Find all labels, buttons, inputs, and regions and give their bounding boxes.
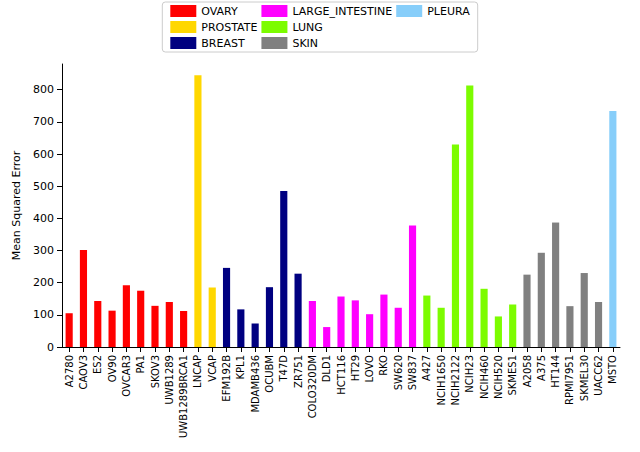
svg-text:SW620: SW620 <box>393 355 404 390</box>
svg-text:LUNG: LUNG <box>292 21 322 34</box>
svg-text:100: 100 <box>33 308 54 321</box>
svg-text:VCAP: VCAP <box>207 355 218 382</box>
svg-text:NCIH520: NCIH520 <box>493 355 504 399</box>
svg-text:SW837: SW837 <box>407 355 418 390</box>
svg-text:BREAST: BREAST <box>201 37 245 50</box>
svg-text:PROSTATE: PROSTATE <box>201 21 257 34</box>
svg-text:ES2: ES2 <box>92 355 103 374</box>
svg-text:HCT116: HCT116 <box>336 355 347 395</box>
svg-text:COLO320DM: COLO320DM <box>307 355 318 418</box>
svg-text:NCIH23: NCIH23 <box>464 355 475 393</box>
svg-text:MSTO: MSTO <box>607 355 618 384</box>
svg-text:NCIH460: NCIH460 <box>479 355 490 399</box>
svg-text:RPMI7951: RPMI7951 <box>564 355 575 405</box>
svg-text:RKO: RKO <box>378 355 389 376</box>
svg-text:A2058: A2058 <box>522 355 533 387</box>
svg-text:SKOV3: SKOV3 <box>150 355 161 388</box>
svg-text:300: 300 <box>33 244 54 257</box>
svg-text:LNCAP: LNCAP <box>192 355 203 388</box>
svg-text:SKMEL30: SKMEL30 <box>579 355 590 401</box>
svg-text:A2780: A2780 <box>64 355 75 387</box>
svg-text:EFM192B: EFM192B <box>221 355 232 402</box>
svg-text:NCIH2122: NCIH2122 <box>450 355 461 405</box>
svg-text:ZR751: ZR751 <box>293 355 304 388</box>
svg-text:OCUBM: OCUBM <box>264 355 275 393</box>
svg-text:T47D: T47D <box>278 355 289 383</box>
svg-text:PA1: PA1 <box>135 355 146 374</box>
svg-text:CAOV3: CAOV3 <box>78 355 89 390</box>
svg-text:SKIN: SKIN <box>292 37 318 50</box>
svg-text:NCIH1650: NCIH1650 <box>436 355 447 405</box>
svg-text:OV90: OV90 <box>107 355 118 382</box>
svg-text:MDAMB436: MDAMB436 <box>250 355 261 413</box>
svg-text:0: 0 <box>47 341 54 354</box>
svg-text:KPL1: KPL1 <box>235 355 246 380</box>
svg-text:A375: A375 <box>536 355 547 381</box>
svg-text:HT29: HT29 <box>350 355 361 381</box>
svg-text:800: 800 <box>33 83 54 96</box>
svg-text:OVCAR3: OVCAR3 <box>121 355 132 397</box>
svg-text:LOVO: LOVO <box>364 355 375 383</box>
svg-text:UWB1289BRCA1: UWB1289BRCA1 <box>178 355 189 438</box>
svg-text:UWB1289: UWB1289 <box>164 355 175 405</box>
svg-text:700: 700 <box>33 115 54 128</box>
svg-text:Mean Squared Error: Mean Squared Error <box>10 150 23 260</box>
svg-text:200: 200 <box>33 276 54 289</box>
svg-text:PLEURA: PLEURA <box>427 5 470 18</box>
svg-text:SKMES1: SKMES1 <box>507 355 518 396</box>
svg-text:500: 500 <box>33 180 54 193</box>
svg-text:LARGE_INTESTINE: LARGE_INTESTINE <box>292 5 392 18</box>
svg-text:400: 400 <box>33 212 54 225</box>
svg-text:HT144: HT144 <box>550 355 561 388</box>
svg-text:DLD1: DLD1 <box>321 355 332 382</box>
svg-text:OVARY: OVARY <box>201 5 238 18</box>
svg-text:A427: A427 <box>421 355 432 381</box>
svg-text:UACC62: UACC62 <box>593 355 604 396</box>
svg-text:600: 600 <box>33 148 54 161</box>
